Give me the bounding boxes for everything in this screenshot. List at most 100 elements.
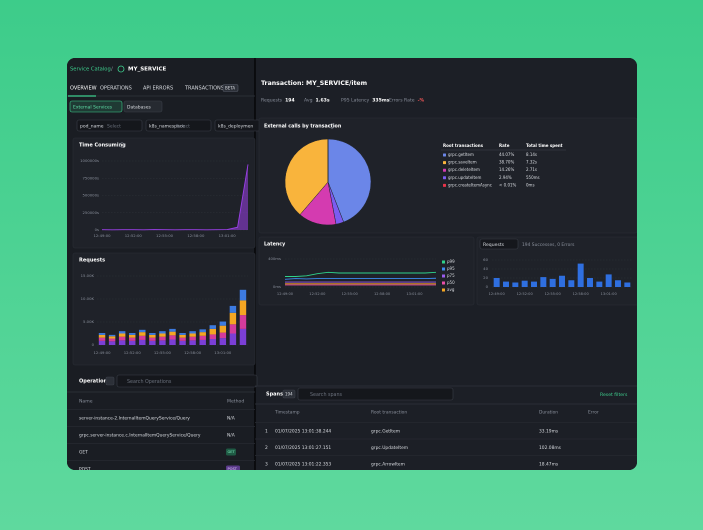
bar-segment xyxy=(179,337,186,341)
legend-time: 0ms xyxy=(526,182,535,187)
bar-segment xyxy=(239,315,247,329)
app-window: Service Catalog / MY_SERVICE OVERVIEW OPERAT… xyxy=(67,58,637,473)
count-badge xyxy=(282,389,296,399)
legend-rate: < 0.01% xyxy=(499,182,517,187)
legend-swatch xyxy=(442,274,445,278)
filter-chip[interactable] xyxy=(69,100,123,113)
tab-badge-bg xyxy=(222,84,239,92)
bar-segment xyxy=(209,325,216,329)
select-label[interactable]: Requests xyxy=(483,242,505,248)
x-tick-label: 13:01:00 xyxy=(219,233,237,238)
reset-filters[interactable]: Reset filters xyxy=(600,392,628,398)
search-placeholder[interactable]: Search spans xyxy=(310,392,343,398)
x-tick-label: 12:55:00 xyxy=(154,350,172,355)
search-box[interactable] xyxy=(297,387,454,401)
y-tick-label: 0s xyxy=(95,227,99,232)
bar-segment xyxy=(159,336,166,341)
bar-segment xyxy=(139,329,146,333)
legend-swatch xyxy=(443,176,446,180)
operation-name[interactable]: POST xyxy=(79,467,91,473)
span-timestamp[interactable]: 01/07/2025 13:01:27.151 xyxy=(275,445,331,451)
bar-segment xyxy=(209,339,216,345)
bar xyxy=(493,278,500,287)
filter-chip-label[interactable]: External Services xyxy=(73,104,113,110)
operation-name[interactable]: server-instance-2.InternalItemQueryServi… xyxy=(79,416,190,422)
y-tick-label: 5.00K xyxy=(83,319,94,324)
bar-segment xyxy=(229,305,237,313)
tab[interactable]: API ERRORS xyxy=(143,86,173,92)
operation-method: POST xyxy=(228,467,238,471)
bar-segment xyxy=(129,340,136,345)
panel-title: Latency xyxy=(264,242,286,248)
tab[interactable]: OVERVIEW xyxy=(70,86,97,92)
stat-value: 194 xyxy=(285,98,295,104)
column-header: Error xyxy=(588,410,599,416)
column-header: Method xyxy=(227,399,244,405)
bar xyxy=(615,280,621,287)
filter-select[interactable] xyxy=(145,119,212,132)
span-duration: 102.08ms xyxy=(539,445,562,451)
span-timestamp[interactable]: 01/07/2025 13:01:22.353 xyxy=(275,462,331,468)
y-tick-label: 0 xyxy=(92,342,95,347)
bar-segment xyxy=(159,333,166,337)
x-tick-label: 12:52:00 xyxy=(517,292,534,296)
section-title: Spans xyxy=(266,392,283,398)
latency-line xyxy=(285,271,437,277)
filter-select[interactable] xyxy=(76,119,143,132)
bar-segment xyxy=(108,334,116,337)
y-tick-label: 0 xyxy=(486,284,489,289)
panel xyxy=(72,137,256,249)
legend-swatch xyxy=(443,153,446,157)
x-tick-label: 12:52:00 xyxy=(125,233,143,238)
bar-segment xyxy=(199,329,206,333)
latency-line xyxy=(284,277,437,280)
legend-time: 550ms xyxy=(526,175,540,180)
bar xyxy=(577,263,584,287)
filter-chip[interactable] xyxy=(123,100,163,113)
filter-name: k8s_deploymen xyxy=(218,123,253,129)
bar-segment xyxy=(179,334,186,338)
bar-segment xyxy=(149,337,156,341)
stat-value: -% xyxy=(418,98,425,104)
legend-label: p50 xyxy=(447,280,455,285)
tab[interactable]: OPERATIONS xyxy=(100,86,132,92)
span-timestamp[interactable]: 01/07/2025 13:01:38.244 xyxy=(275,429,331,435)
pie-slice xyxy=(284,138,329,215)
legend-label: p75 xyxy=(447,273,455,278)
breadcrumb-separator: / xyxy=(111,67,113,73)
panel-title: External calls by transaction xyxy=(264,124,342,130)
bar-segment xyxy=(219,325,227,333)
x-tick-label: 12:55:00 xyxy=(545,292,562,296)
tab[interactable]: TRANSACTIONS xyxy=(184,86,224,92)
legend-label: avg xyxy=(447,287,455,292)
legend-label: grpc.updateItem xyxy=(448,175,481,180)
bar-segment xyxy=(169,331,176,336)
bar xyxy=(559,275,565,287)
legend-time: 8.14s xyxy=(526,152,537,157)
filter-chip-label[interactable]: Databases xyxy=(127,104,151,110)
stat-label: Errors Rate xyxy=(389,98,415,104)
span-transaction[interactable]: grpc.UpdateItem xyxy=(371,445,408,451)
legend-swatch xyxy=(443,183,446,187)
legend-swatch xyxy=(443,161,446,165)
row-index: 2 xyxy=(265,445,268,451)
bar xyxy=(503,281,509,287)
breadcrumb-link[interactable]: Service Catalog xyxy=(70,67,111,73)
select[interactable] xyxy=(479,238,519,250)
legend-label: p95 xyxy=(447,266,455,271)
operation-name[interactable]: grpc.server-instance.c.InternalItemQuery… xyxy=(79,433,201,439)
search-box[interactable] xyxy=(116,374,258,388)
x-tick-label: 12:58:00 xyxy=(184,350,202,355)
bar-segment xyxy=(149,340,156,345)
bar xyxy=(596,281,603,287)
legend-swatch xyxy=(442,260,445,264)
x-tick-label: 12:58:00 xyxy=(374,292,391,296)
operation-name[interactable]: GET xyxy=(79,450,88,456)
bar xyxy=(605,274,612,287)
transaction-title: Transaction: MY_SERVICE/item xyxy=(261,80,367,87)
span-transaction[interactable]: grpc.GetItem xyxy=(371,429,400,435)
search-placeholder[interactable]: Search Operations xyxy=(127,379,172,385)
bar xyxy=(624,282,631,287)
span-transaction[interactable]: grpc.ArrowItem xyxy=(371,462,405,468)
bar-segment xyxy=(129,337,136,341)
